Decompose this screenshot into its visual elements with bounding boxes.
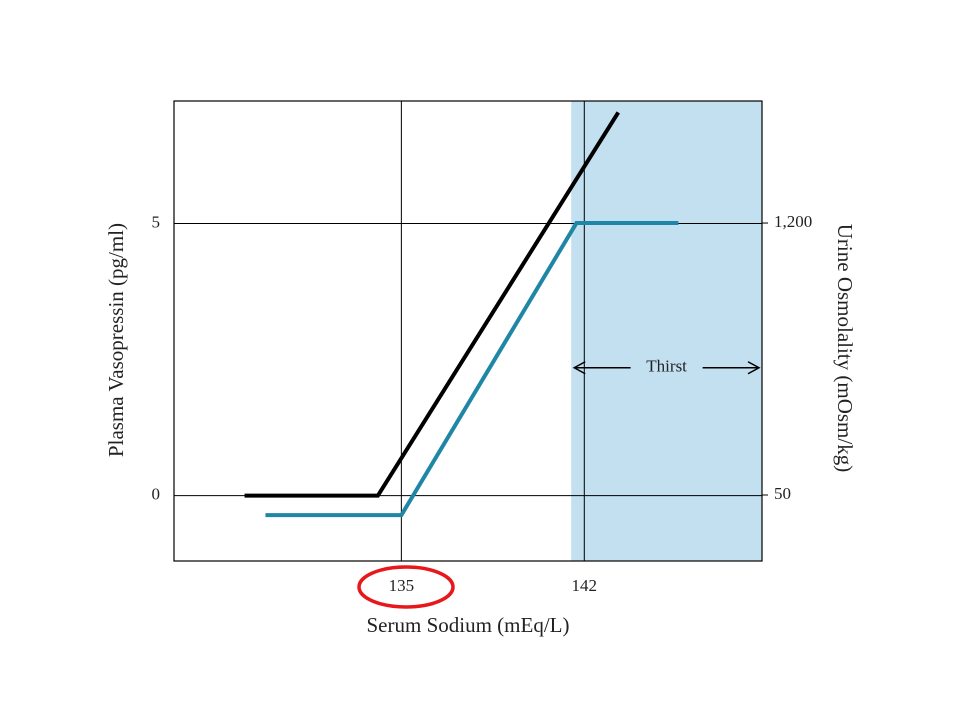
x-tick-label: 142 bbox=[572, 576, 598, 595]
y2-tick-label: 1,200 bbox=[774, 212, 812, 231]
y-axis-label: Plasma Vasopressin (pg/ml) bbox=[104, 223, 128, 457]
plot-frame bbox=[173, 100, 763, 562]
data-line bbox=[265, 221, 679, 518]
y2-axis-label: Urine Osmolality (mOsm/kg) bbox=[833, 224, 857, 472]
y-tick-label: 5 bbox=[152, 212, 161, 231]
highlight-circle bbox=[357, 565, 455, 609]
thirst-region bbox=[571, 101, 762, 561]
x-axis-label: Serum Sodium (mEq/L) bbox=[367, 613, 570, 637]
data-line bbox=[244, 111, 620, 498]
x-tick-label: 135 bbox=[389, 576, 415, 595]
plot-area: 135 142 0 5 50 1,200 Thirst bbox=[152, 100, 812, 595]
y-tick-label: 0 bbox=[152, 485, 161, 504]
annotation: Thirst bbox=[646, 357, 687, 376]
arrow-head bbox=[747, 361, 761, 375]
arrow-head bbox=[572, 361, 586, 375]
y2-tick-label: 50 bbox=[774, 484, 791, 503]
